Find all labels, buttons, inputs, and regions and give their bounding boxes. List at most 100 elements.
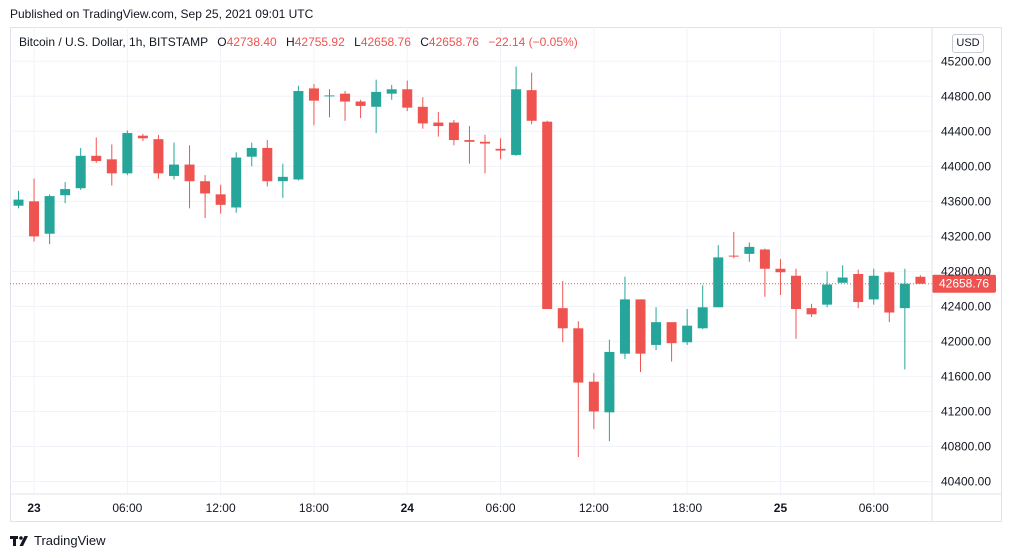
published-caption: Published on TradingView.com, Sep 25, 20… xyxy=(10,7,314,21)
high-label: H xyxy=(286,35,295,49)
candle-body[interactable] xyxy=(153,139,164,174)
candle-body[interactable] xyxy=(231,157,242,208)
candle-body[interactable] xyxy=(837,277,848,283)
y-tick-label: 41600.00 xyxy=(941,369,991,383)
candle-body[interactable] xyxy=(44,196,55,234)
ohlc-legend: Bitcoin / U.S. Dollar, 1h, BITSTAMP O427… xyxy=(19,35,578,49)
y-tick-label: 42000.00 xyxy=(941,334,991,348)
candle-body[interactable] xyxy=(355,101,366,106)
y-tick-label: 41200.00 xyxy=(941,404,991,418)
y-tick-label: 42400.00 xyxy=(941,299,991,313)
last-price-label: 42658.76 xyxy=(939,277,989,291)
candle-body[interactable] xyxy=(293,91,304,180)
candle-body[interactable] xyxy=(806,308,817,315)
x-tick-label: 06:00 xyxy=(486,501,516,515)
open-label: O xyxy=(217,35,227,49)
y-tick-label: 43200.00 xyxy=(941,229,991,243)
candle-body[interactable] xyxy=(122,133,133,174)
candle-body[interactable] xyxy=(13,199,24,206)
change-value: −22.14 (−0.05%) xyxy=(488,35,578,49)
chart-frame xyxy=(10,27,1002,522)
axes: 45200.00 44800.00 44400.00 44000.00 43600.00… xyxy=(10,27,1002,522)
candle-body[interactable] xyxy=(588,381,599,412)
candle-body[interactable] xyxy=(884,272,895,313)
candle-body[interactable] xyxy=(915,276,926,284)
candle-body[interactable] xyxy=(184,164,195,182)
candle-body[interactable] xyxy=(728,255,739,257)
candle-body[interactable] xyxy=(448,122,459,141)
x-tick-label: 06:00 xyxy=(112,501,142,515)
close-label: C xyxy=(420,35,429,49)
x-tick-label: 12:00 xyxy=(206,501,236,515)
grid-lines xyxy=(10,27,932,494)
currency-button[interactable]: USD xyxy=(952,34,984,53)
candle-body[interactable] xyxy=(402,89,413,108)
candle-body[interactable] xyxy=(277,176,288,182)
candle-body[interactable] xyxy=(697,307,708,329)
candle-body[interactable] xyxy=(137,135,148,139)
candle-body[interactable] xyxy=(604,351,615,413)
candle-body[interactable] xyxy=(262,147,273,182)
candle-body[interactable] xyxy=(371,91,382,107)
candle-body[interactable] xyxy=(464,140,475,142)
x-tick-label: 23 xyxy=(27,501,41,515)
high-value: 42755.92 xyxy=(294,35,345,49)
candle-body[interactable] xyxy=(91,155,102,162)
candle-body[interactable] xyxy=(759,249,770,269)
candle-body[interactable] xyxy=(666,322,677,344)
tradingview-logo-icon xyxy=(10,535,28,546)
candle-body[interactable] xyxy=(60,189,71,196)
candle-body[interactable] xyxy=(215,194,226,205)
candle-body[interactable] xyxy=(651,322,662,345)
y-tick-label: 44400.00 xyxy=(941,124,991,138)
y-tick-label: 44800.00 xyxy=(941,89,991,103)
candle-body[interactable] xyxy=(744,246,755,254)
candle-body[interactable] xyxy=(200,181,211,194)
candle-body[interactable] xyxy=(899,283,910,309)
footer: TradingView xyxy=(10,533,106,548)
y-tick-label: 40800.00 xyxy=(941,439,991,453)
candle-body[interactable] xyxy=(635,299,646,354)
candle-body[interactable] xyxy=(511,89,522,155)
candle-body[interactable] xyxy=(542,121,553,310)
low-label: L xyxy=(354,35,361,49)
close-value: 42658.76 xyxy=(428,35,479,49)
candle-body[interactable] xyxy=(775,268,786,273)
candle-body[interactable] xyxy=(822,284,833,305)
candle-body[interactable] xyxy=(246,147,257,157)
candle-body[interactable] xyxy=(495,148,506,151)
y-tick-label: 40400.00 xyxy=(941,474,991,488)
candle-body[interactable] xyxy=(853,274,864,303)
x-tick-label: 06:00 xyxy=(859,501,889,515)
candle-body[interactable] xyxy=(386,89,397,94)
candle-body[interactable] xyxy=(106,159,117,174)
candle-body[interactable] xyxy=(340,93,351,102)
candle-body[interactable] xyxy=(417,106,428,124)
candle-body[interactable] xyxy=(29,201,40,237)
x-tick-label: 12:00 xyxy=(579,501,609,515)
candles xyxy=(13,66,926,457)
candle-body[interactable] xyxy=(324,95,335,97)
open-value: 42738.40 xyxy=(226,35,277,49)
y-tick-label: 44000.00 xyxy=(941,159,991,173)
candle-body[interactable] xyxy=(433,122,444,127)
candle-body[interactable] xyxy=(868,275,879,300)
candle-body[interactable] xyxy=(75,155,86,189)
candle-body[interactable] xyxy=(526,90,537,121)
x-tick-label: 24 xyxy=(401,501,415,515)
tradingview-brand[interactable]: TradingView xyxy=(34,533,106,548)
candle-body[interactable] xyxy=(713,257,724,308)
symbol-title[interactable]: Bitcoin / U.S. Dollar, 1h, BITSTAMP xyxy=(19,35,208,49)
x-tick-label: 25 xyxy=(774,501,788,515)
candle-body[interactable] xyxy=(480,141,490,144)
low-value: 42658.76 xyxy=(360,35,411,49)
candle-body[interactable] xyxy=(573,328,584,383)
candle-body[interactable] xyxy=(169,164,179,176)
candlestick-chart[interactable]: 42658.76 45200.00 44800.00 44400.00 44000.0… xyxy=(10,27,1002,522)
candle-body[interactable] xyxy=(791,275,801,310)
candle-body[interactable] xyxy=(557,308,568,329)
candle-body[interactable] xyxy=(682,325,693,343)
x-tick-label: 18:00 xyxy=(299,501,329,515)
candle-body[interactable] xyxy=(308,88,319,101)
candle-body[interactable] xyxy=(619,299,630,354)
